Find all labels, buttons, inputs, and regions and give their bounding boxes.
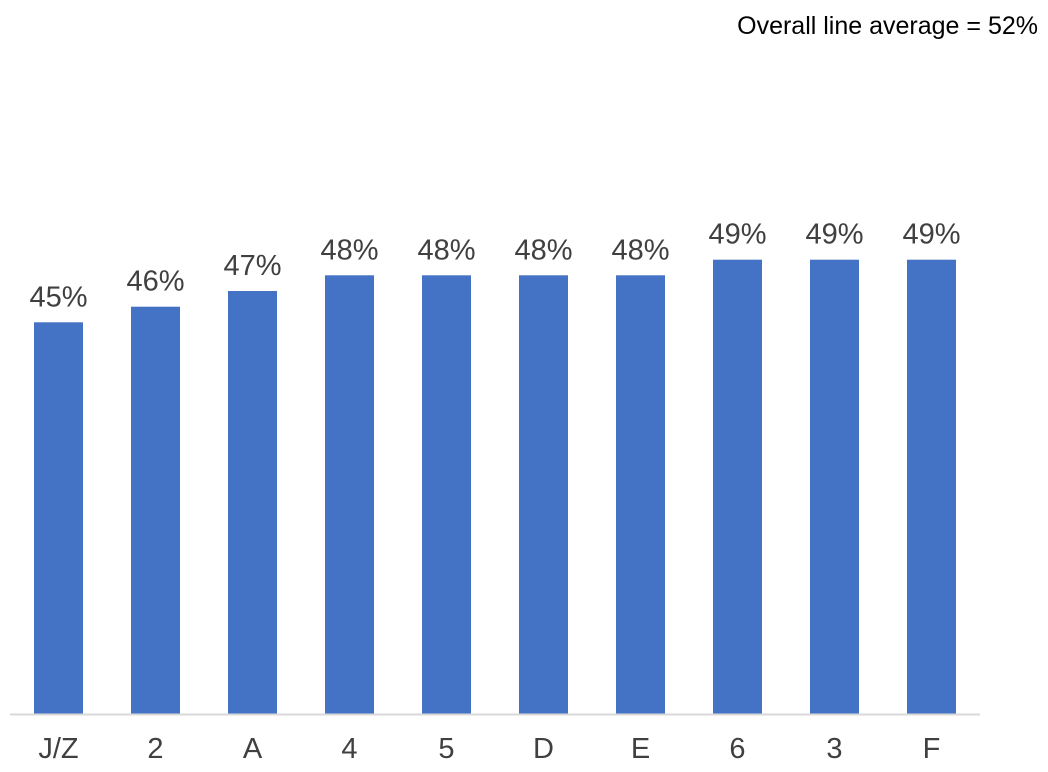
bar-3: [810, 259, 859, 714]
bar-5: [422, 275, 471, 714]
x-tick-label: D: [533, 733, 554, 765]
data-label: 48%: [417, 234, 475, 266]
data-label: 49%: [902, 219, 960, 251]
x-tick-label: J/Z: [38, 733, 78, 765]
x-tick-label: A: [243, 733, 263, 765]
data-label: 48%: [320, 234, 378, 266]
data-label: 49%: [805, 219, 863, 251]
bar-4: [325, 275, 374, 714]
data-label: 48%: [611, 234, 669, 266]
x-tick-label: E: [631, 733, 650, 765]
x-tick-label: 5: [438, 733, 454, 765]
x-tick-labels-layer: J/Z 2 A 4 5 D E 6 3 F: [38, 733, 940, 765]
bar-6: [713, 259, 762, 714]
average-annotation: Overall line average = 52%: [737, 12, 1038, 40]
bar-F: [907, 259, 956, 714]
x-tick-label: 3: [826, 733, 842, 765]
bar-J/Z: [34, 322, 83, 714]
bar-A: [228, 291, 277, 714]
x-tick-label: 6: [729, 733, 745, 765]
x-tick-label: 4: [341, 733, 357, 765]
bar-D: [519, 275, 568, 714]
bar-2: [131, 306, 180, 714]
data-label: 48%: [514, 234, 572, 266]
x-tick-label: F: [923, 733, 941, 765]
bar-E: [616, 275, 665, 714]
data-label: 47%: [223, 250, 281, 282]
data-labels-layer: 45% 46% 47% 48% 48% 48% 48% 49% 49% 49%: [29, 219, 960, 314]
data-label: 45%: [29, 281, 87, 313]
x-tick-label: 2: [147, 733, 163, 765]
bars-layer: [34, 259, 956, 714]
data-label: 49%: [708, 219, 766, 251]
data-label: 46%: [126, 266, 184, 298]
